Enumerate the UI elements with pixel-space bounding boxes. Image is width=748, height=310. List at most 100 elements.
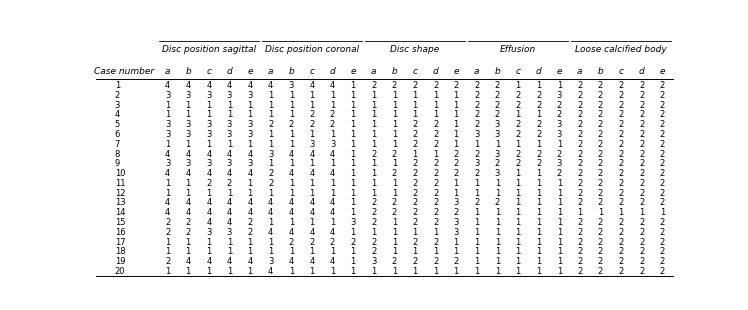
Text: 2: 2 — [309, 110, 314, 119]
Text: 1: 1 — [268, 218, 273, 227]
Text: 1: 1 — [494, 218, 500, 227]
Text: 1: 1 — [165, 189, 171, 198]
Text: 1: 1 — [536, 81, 542, 90]
Text: 4: 4 — [186, 208, 191, 217]
Text: 2: 2 — [412, 140, 417, 149]
Text: 2: 2 — [433, 159, 438, 168]
Text: 2: 2 — [660, 228, 665, 237]
Text: 3: 3 — [268, 257, 273, 266]
Text: 1: 1 — [371, 91, 376, 100]
Text: a: a — [577, 67, 583, 76]
Text: 3: 3 — [206, 159, 212, 168]
Text: 2: 2 — [598, 218, 603, 227]
Text: 1: 1 — [453, 247, 459, 256]
Text: 1: 1 — [268, 247, 273, 256]
Text: 4: 4 — [330, 149, 335, 158]
Text: a: a — [474, 67, 479, 76]
Text: 1: 1 — [227, 110, 232, 119]
Text: 2: 2 — [515, 120, 521, 129]
Text: 2: 2 — [660, 267, 665, 276]
Text: 4: 4 — [227, 81, 232, 90]
Text: 1: 1 — [309, 189, 314, 198]
Text: 1: 1 — [371, 101, 376, 110]
Text: 3: 3 — [350, 218, 356, 227]
Text: 2: 2 — [494, 198, 500, 207]
Text: 1: 1 — [309, 218, 314, 227]
Text: b: b — [391, 67, 397, 76]
Text: 4: 4 — [289, 228, 294, 237]
Text: 2: 2 — [598, 130, 603, 139]
Text: 1: 1 — [371, 110, 376, 119]
Text: 1: 1 — [392, 179, 397, 188]
Text: 3: 3 — [248, 91, 253, 100]
Text: 2: 2 — [289, 120, 294, 129]
Text: 1: 1 — [536, 218, 542, 227]
Text: 1: 1 — [557, 228, 562, 237]
Text: 2: 2 — [268, 120, 273, 129]
Text: 1: 1 — [660, 208, 665, 217]
Text: 4: 4 — [186, 257, 191, 266]
Text: 4: 4 — [227, 149, 232, 158]
Text: 1: 1 — [598, 208, 603, 217]
Text: 3: 3 — [557, 130, 562, 139]
Text: 2: 2 — [619, 198, 624, 207]
Text: 2: 2 — [577, 169, 583, 178]
Text: 4: 4 — [114, 110, 120, 119]
Text: 2: 2 — [577, 140, 583, 149]
Text: 1: 1 — [330, 91, 335, 100]
Text: 1: 1 — [557, 238, 562, 247]
Text: 1: 1 — [536, 198, 542, 207]
Text: 1: 1 — [371, 267, 376, 276]
Text: 1: 1 — [309, 101, 314, 110]
Text: 4: 4 — [330, 198, 335, 207]
Text: 1: 1 — [494, 179, 500, 188]
Text: 4: 4 — [227, 218, 232, 227]
Text: 2: 2 — [206, 179, 212, 188]
Text: 2: 2 — [433, 140, 438, 149]
Text: 2: 2 — [660, 257, 665, 266]
Text: 2: 2 — [186, 218, 191, 227]
Text: 2: 2 — [227, 179, 232, 188]
Text: 2: 2 — [619, 159, 624, 168]
Text: 2: 2 — [660, 91, 665, 100]
Text: 2: 2 — [598, 198, 603, 207]
Text: 2: 2 — [494, 159, 500, 168]
Text: 1: 1 — [227, 238, 232, 247]
Text: 1: 1 — [248, 179, 253, 188]
Text: 1: 1 — [474, 189, 479, 198]
Text: 2: 2 — [392, 149, 397, 158]
Text: 2: 2 — [433, 81, 438, 90]
Text: 2: 2 — [598, 159, 603, 168]
Text: 2: 2 — [660, 198, 665, 207]
Text: 2: 2 — [515, 130, 521, 139]
Text: 1: 1 — [392, 267, 397, 276]
Text: 2: 2 — [412, 208, 417, 217]
Text: 1: 1 — [515, 218, 521, 227]
Text: 1: 1 — [453, 110, 459, 119]
Text: 11: 11 — [114, 179, 125, 188]
Text: 2: 2 — [598, 238, 603, 247]
Text: b: b — [494, 67, 500, 76]
Text: 3: 3 — [494, 169, 500, 178]
Text: 2: 2 — [639, 198, 644, 207]
Text: e: e — [248, 67, 253, 76]
Text: 3: 3 — [248, 120, 253, 129]
Text: 2: 2 — [598, 189, 603, 198]
Text: e: e — [453, 67, 459, 76]
Text: 2: 2 — [598, 169, 603, 178]
Text: c: c — [412, 67, 417, 76]
Text: 1: 1 — [351, 159, 356, 168]
Text: d: d — [536, 67, 542, 76]
Text: 1: 1 — [433, 149, 438, 158]
Text: 2: 2 — [577, 179, 583, 188]
Text: 2: 2 — [557, 101, 562, 110]
Text: 1: 1 — [330, 159, 335, 168]
Text: 5: 5 — [114, 120, 120, 129]
Text: 3: 3 — [289, 81, 294, 90]
Text: 1: 1 — [515, 140, 521, 149]
Text: 2: 2 — [392, 169, 397, 178]
Text: 2: 2 — [639, 81, 644, 90]
Text: 4: 4 — [248, 198, 253, 207]
Text: 1: 1 — [412, 91, 417, 100]
Text: 2: 2 — [598, 257, 603, 266]
